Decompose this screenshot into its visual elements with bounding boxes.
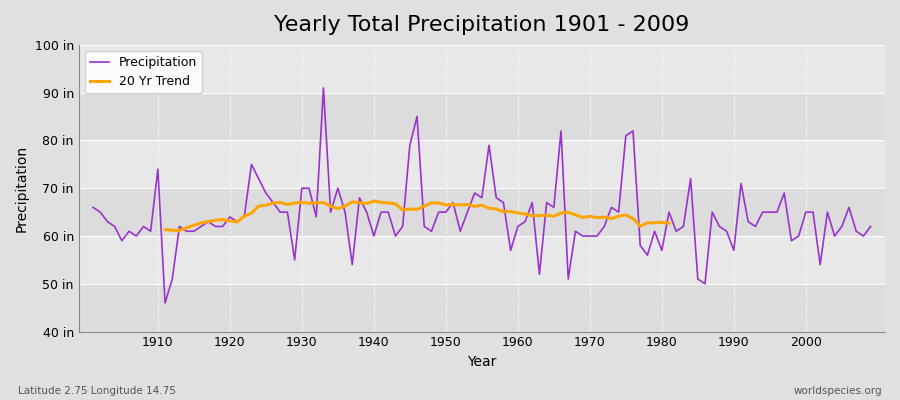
Precipitation <box>526 200 537 205</box>
Text: Latitude 2.75 Longitude 14.75: Latitude 2.75 Longitude 14.75 <box>18 386 176 396</box>
Precipitation <box>145 229 156 234</box>
Bar <box>78 93 885 140</box>
Bar <box>78 140 885 188</box>
Y-axis label: Precipitation: Precipitation <box>15 145 29 232</box>
20 Yr Trend <box>181 225 192 230</box>
Line: 20 Yr Trend: 20 Yr Trend <box>165 201 669 230</box>
Precipitation <box>318 86 328 90</box>
20 Yr Trend <box>476 203 487 208</box>
Legend: Precipitation, 20 Yr Trend: Precipitation, 20 Yr Trend <box>85 51 202 93</box>
20 Yr Trend <box>174 228 184 233</box>
20 Yr Trend <box>368 199 379 204</box>
Precipitation <box>310 214 321 219</box>
Precipitation <box>361 210 372 214</box>
Bar <box>78 188 885 236</box>
20 Yr Trend <box>649 220 660 225</box>
Precipitation <box>87 205 98 210</box>
Bar <box>78 45 885 93</box>
Line: Precipitation: Precipitation <box>93 88 870 303</box>
Precipitation <box>865 224 876 229</box>
Precipitation <box>519 219 530 224</box>
20 Yr Trend <box>159 227 170 232</box>
Precipitation <box>159 300 170 305</box>
Precipitation <box>613 210 624 214</box>
Bar <box>78 236 885 284</box>
20 Yr Trend <box>238 214 249 218</box>
Text: worldspecies.org: worldspecies.org <box>794 386 882 396</box>
20 Yr Trend <box>627 216 638 221</box>
Bar <box>78 284 885 332</box>
X-axis label: Year: Year <box>467 355 497 369</box>
20 Yr Trend <box>663 221 674 226</box>
20 Yr Trend <box>418 204 429 208</box>
Title: Yearly Total Precipitation 1901 - 2009: Yearly Total Precipitation 1901 - 2009 <box>274 15 689 35</box>
